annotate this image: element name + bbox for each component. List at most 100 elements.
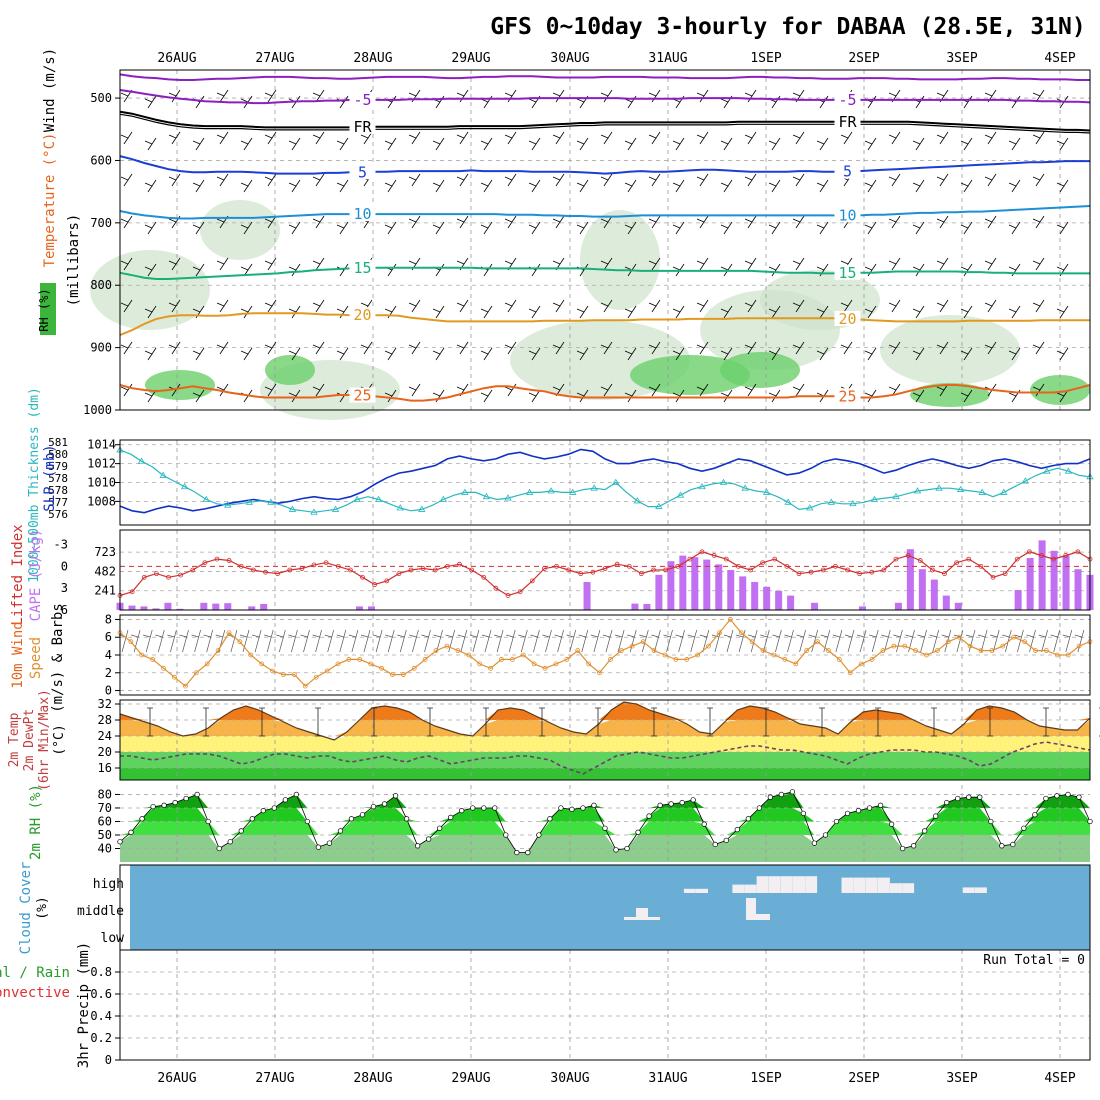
cape-bar xyxy=(739,576,747,610)
wind-barb xyxy=(744,299,757,313)
precip-convective-label: Convective xyxy=(0,985,70,1001)
wind-barb xyxy=(960,347,973,361)
wind-barb xyxy=(816,137,829,151)
wind-barb xyxy=(615,629,625,653)
isotherm-label: 25 xyxy=(838,387,856,405)
lifted-index-marker xyxy=(1002,571,1008,577)
wind-speed-marker xyxy=(139,652,145,658)
rh-marker xyxy=(977,794,983,800)
cape-bar xyxy=(200,602,208,610)
wind-barb xyxy=(384,137,397,151)
isotherm-label-bg xyxy=(349,118,376,134)
rh-marker xyxy=(337,828,344,834)
wind-speed-marker xyxy=(509,657,515,662)
lifted-index-marker xyxy=(651,567,656,573)
lifted-index-marker xyxy=(929,567,935,573)
lifted-index-marker xyxy=(311,562,317,568)
wind-speed-marker xyxy=(302,683,308,689)
wind-barb xyxy=(120,215,133,229)
isotherm-label-bg xyxy=(834,207,861,223)
date-label-3SEP: 3SEP xyxy=(946,51,977,66)
lifted-index-marker xyxy=(942,571,947,577)
isotherm-label-bg xyxy=(834,310,861,326)
cape-bar xyxy=(715,564,723,610)
wind-speed-marker xyxy=(880,648,886,653)
isotherm-label: 20 xyxy=(838,310,856,328)
cape-bar xyxy=(1074,569,1082,610)
isotherm-label: FR xyxy=(838,113,857,131)
cloud-bar-high xyxy=(877,877,890,893)
rh-marker xyxy=(602,825,608,831)
wind-barb xyxy=(984,131,997,145)
cape-axis-label: CAPE (J/kg) xyxy=(28,529,44,622)
wind-barb xyxy=(720,179,733,193)
wind-barb xyxy=(384,347,397,361)
upper-air-panel: 500 600 700 800 900 1000 -5 -5 FR FR 5 5 10 10 15 15 20 2… xyxy=(37,48,1091,420)
wind-barb xyxy=(624,347,637,361)
wind-barb xyxy=(696,299,709,313)
wind-barb xyxy=(144,179,157,193)
wind-speed-marker xyxy=(695,652,701,658)
thickness-marker xyxy=(461,488,469,495)
y-tick-label: 1000 xyxy=(83,403,112,417)
rh-marker xyxy=(668,801,674,807)
cape-bar xyxy=(140,606,148,610)
wind-barb xyxy=(912,137,925,151)
y-tick-label: 6 xyxy=(105,630,112,644)
slp-tick-label: 1012 xyxy=(87,457,116,471)
lifted-index-marker xyxy=(1026,549,1032,555)
rh-marker xyxy=(657,802,663,808)
wind-barb xyxy=(888,215,901,229)
wind-barb xyxy=(312,341,325,355)
wind-speed-marker xyxy=(1076,643,1082,649)
rh-marker xyxy=(392,793,399,799)
wind-barb xyxy=(456,173,469,187)
wind-barb xyxy=(864,305,877,319)
wind-barb xyxy=(624,221,637,235)
wind-barb xyxy=(960,389,973,403)
lifted-index-marker xyxy=(869,569,875,575)
thickness-marker xyxy=(806,504,814,511)
rh-shading-high xyxy=(720,352,800,388)
wind-barb xyxy=(1008,221,1021,235)
wind-barb xyxy=(772,629,782,653)
wind-speed-marker xyxy=(531,661,537,667)
wind-barb xyxy=(888,341,901,355)
lifted-index-marker xyxy=(541,566,547,571)
wind-barb xyxy=(696,173,709,187)
rh-marker xyxy=(161,802,167,808)
wind-barb xyxy=(744,173,757,187)
wind-barb xyxy=(518,629,528,653)
wind-barb xyxy=(360,629,371,653)
date-label-1SEP: 1SEP xyxy=(750,51,781,66)
rh-axis-label: RH (%) xyxy=(37,288,51,331)
wind-barb xyxy=(542,629,552,653)
wind-barb xyxy=(888,173,901,187)
wind-barb xyxy=(792,383,805,397)
wind-barb xyxy=(600,89,613,103)
wind-barb xyxy=(216,299,229,313)
freezing-level-line xyxy=(119,113,1091,134)
cape-bar xyxy=(858,606,866,610)
min-max-errorbar xyxy=(987,707,993,737)
lifted-index-marker xyxy=(566,567,572,573)
cape-bar xyxy=(212,603,220,610)
rh-marker xyxy=(888,821,895,827)
wind-speed-marker xyxy=(826,648,831,653)
thickness-marker xyxy=(353,495,361,502)
wind-speed-marker xyxy=(368,661,374,667)
isotherm-line xyxy=(119,155,1090,175)
isotherm-label-bg xyxy=(349,164,376,180)
wind-barb xyxy=(816,221,829,235)
thickness-marker xyxy=(612,478,620,485)
rh-marker xyxy=(866,805,873,811)
thickness-marker xyxy=(892,492,900,500)
slp-thickness-panel: 1008101010121014581580579578578577576100… xyxy=(27,387,1094,583)
rh-marker xyxy=(679,799,685,806)
wind-barb xyxy=(796,629,806,653)
lifted-index-marker xyxy=(275,571,281,577)
wind-barb xyxy=(1014,629,1024,653)
thickness-marker xyxy=(1064,467,1073,474)
thickness-marker xyxy=(288,505,297,512)
